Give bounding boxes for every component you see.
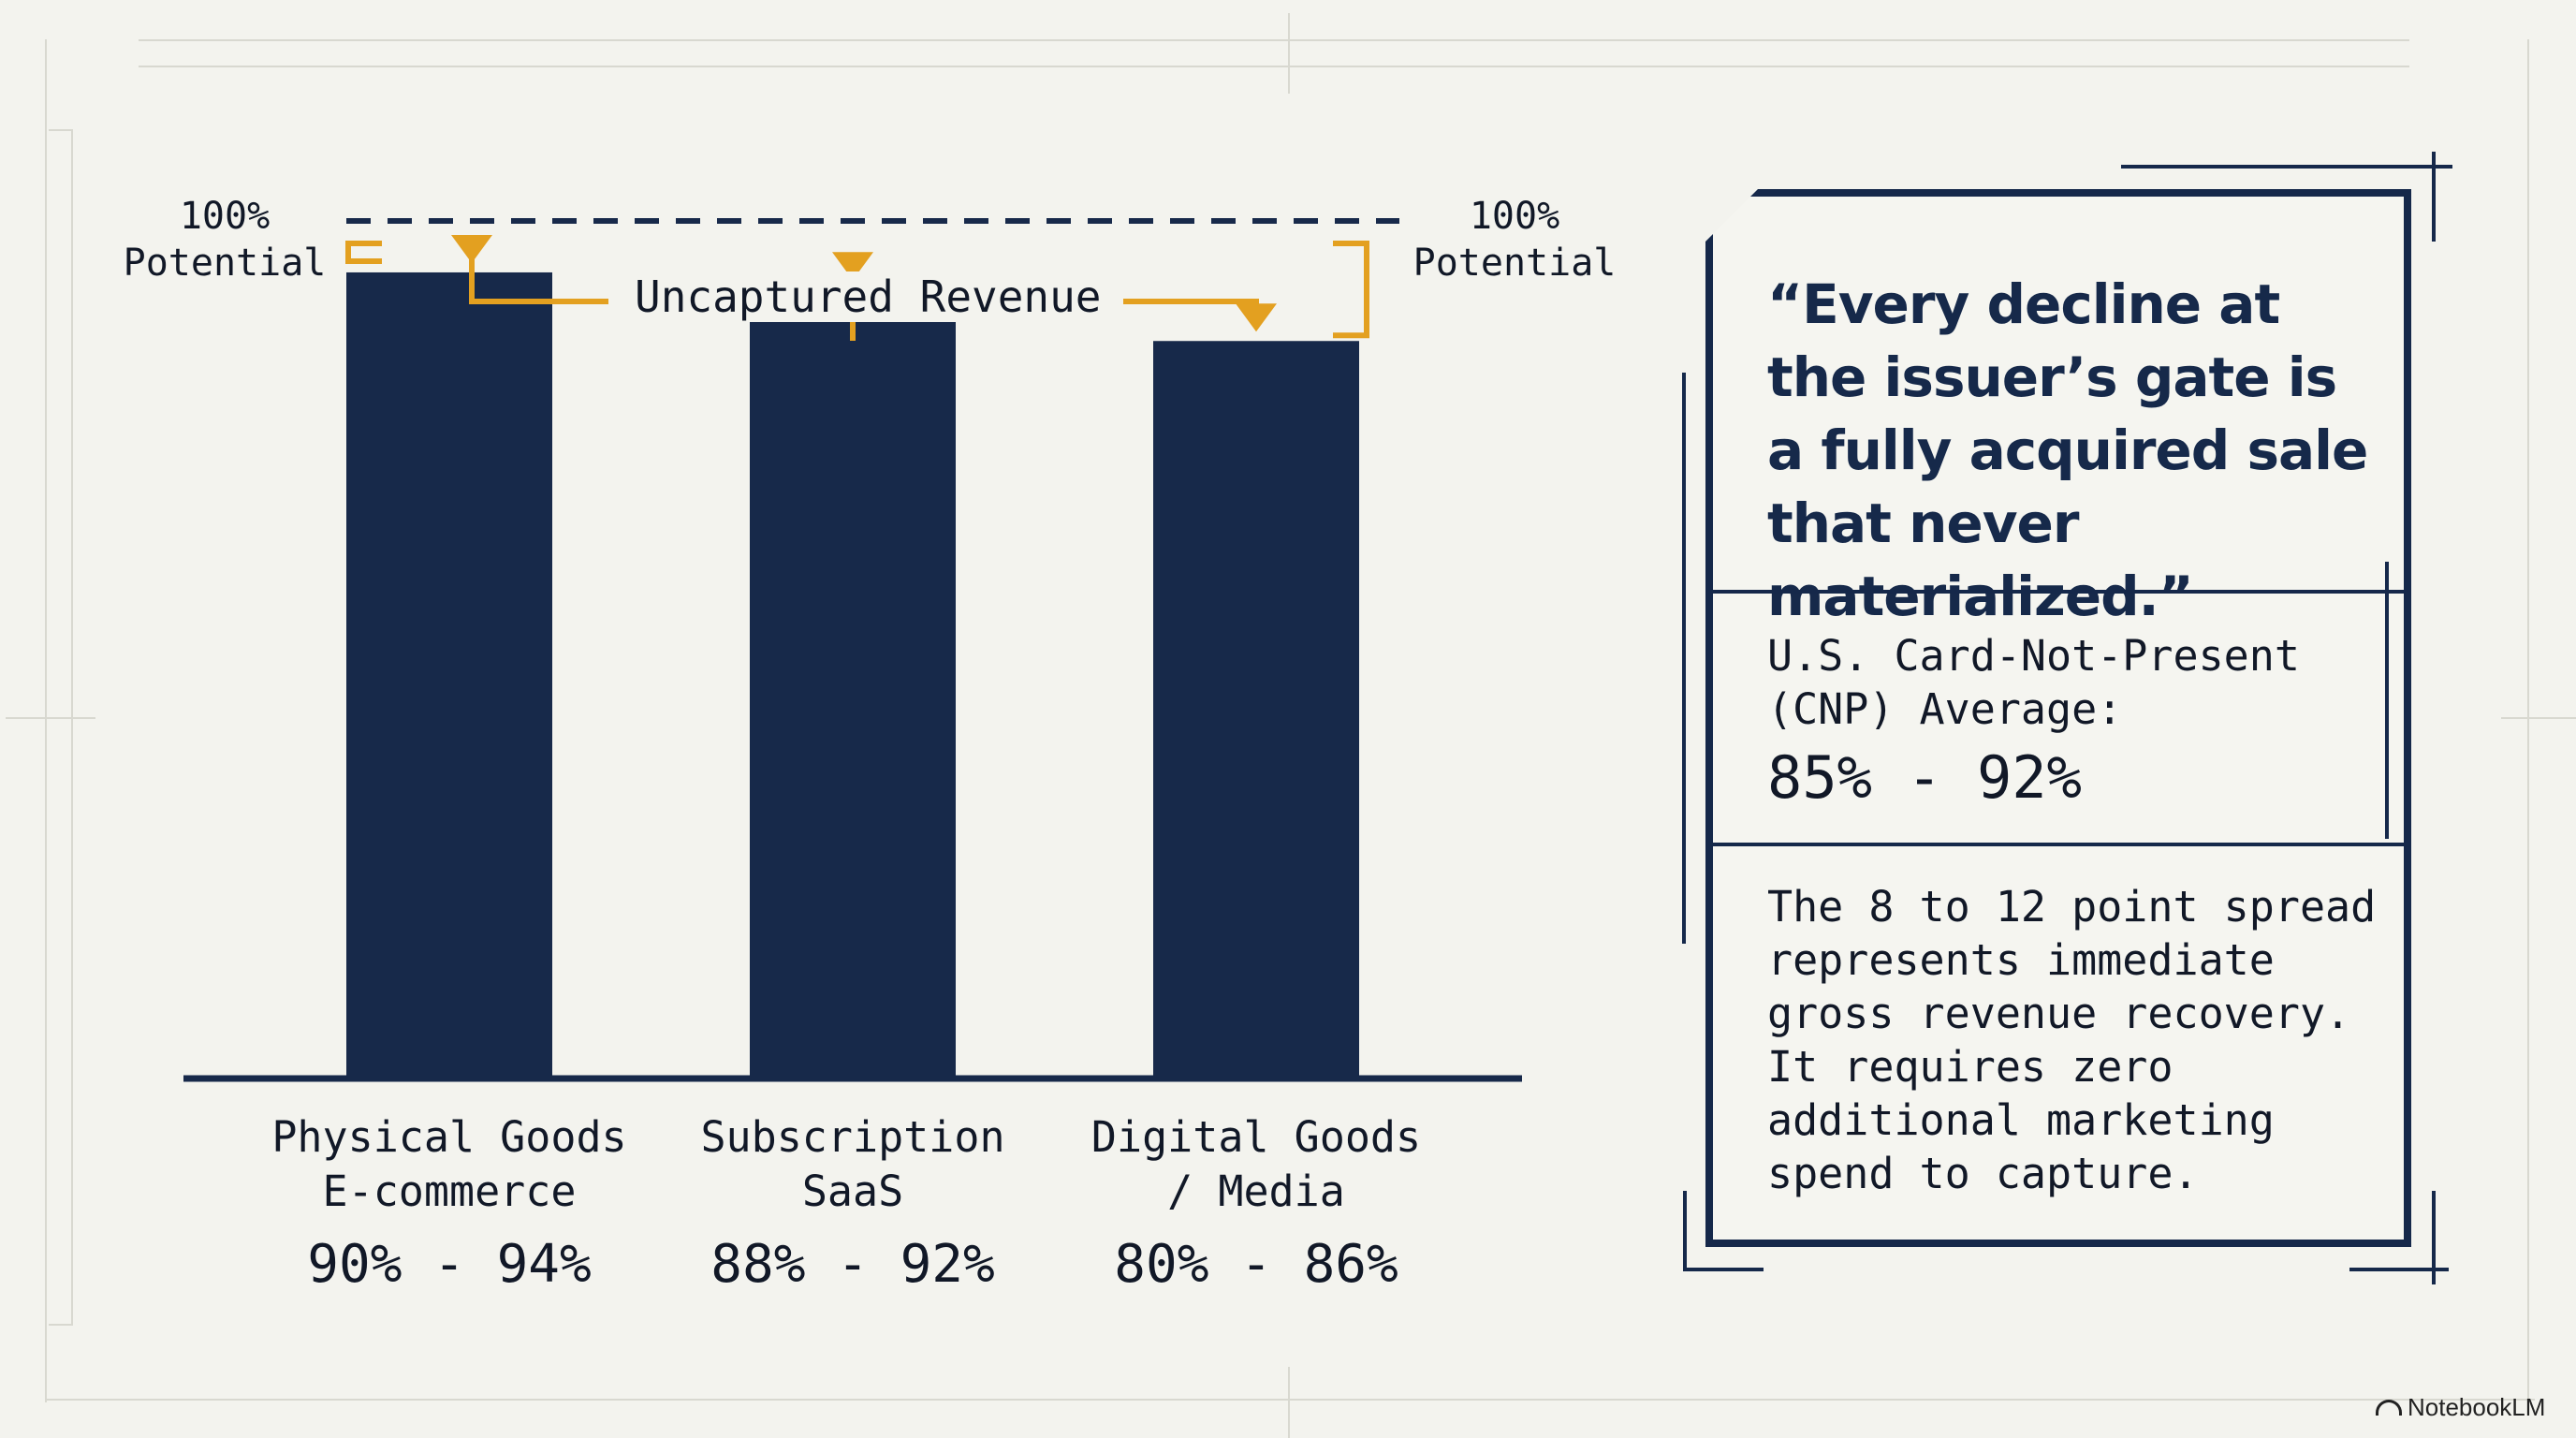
frame-left-bracket xyxy=(49,129,73,131)
category-label-1-line-1: SaaS xyxy=(801,1167,904,1216)
arrow-head-1 xyxy=(832,252,873,281)
panel-quote: “Every decline at the issuer’s gate is a… xyxy=(1767,272,2368,628)
frame-right xyxy=(2527,39,2529,1402)
range-label-2: 80% - 86% xyxy=(1114,1234,1398,1295)
bar-2 xyxy=(1153,341,1359,1078)
frame-vertical-center-bottom xyxy=(1288,1367,1290,1438)
arrow-head-2 xyxy=(1236,303,1277,332)
frame-top xyxy=(139,39,2409,41)
category-label-2-line-0: Digital Goods xyxy=(1090,1112,1422,1162)
panel-bottom-left-rule xyxy=(1683,1268,1764,1271)
frame-bottom xyxy=(45,1399,2535,1401)
frame-left-bracket-v xyxy=(71,129,73,1326)
category-label-1-line-0: Subscription xyxy=(700,1112,1005,1162)
panel-divider-2 xyxy=(1713,843,2404,846)
panel-body-text: The 8 to 12 point spread represents imme… xyxy=(1767,882,2377,1198)
arrow-line-2 xyxy=(1123,299,1259,310)
panel-bottom-left-tick xyxy=(1683,1191,1687,1269)
panel-divider-1 xyxy=(1713,590,2404,594)
cnp-average-label: U.S. Card-Not-Present (CNP) Average: xyxy=(1767,631,2300,734)
category-label-2: Digital Goods / Media xyxy=(1069,1110,1443,1219)
frame-right-tick xyxy=(2501,717,2576,719)
bar-0 xyxy=(346,271,552,1079)
potential-percent-right: 100% xyxy=(1469,195,1560,238)
panel-side-bar xyxy=(2385,562,2389,839)
potential-label-right: 100% Potential xyxy=(1402,193,1627,286)
arrow-head-0 xyxy=(451,234,492,263)
uncaptured-revenue-label: Uncaptured Revenue xyxy=(618,271,1119,322)
panel-top-rule xyxy=(2121,165,2452,169)
panel-top-tick xyxy=(2432,152,2436,242)
insight-panel: “Every decline at the issuer’s gate is a… xyxy=(1705,189,2411,1247)
frame-vertical-center xyxy=(1288,13,1290,94)
panel-bottom-rule xyxy=(2349,1268,2449,1271)
cnp-average-value: 85% - 92% xyxy=(1767,743,2082,812)
category-label-0-line-1: E-commerce xyxy=(322,1167,577,1216)
brand-name: NotebookLM xyxy=(2408,1393,2546,1421)
range-label-1: 88% - 92% xyxy=(710,1234,995,1295)
range-label-0: 90% - 94% xyxy=(307,1234,592,1295)
panel-bottom-tick xyxy=(2432,1191,2436,1284)
panel-left-rule xyxy=(1682,373,1686,944)
frame-left-bracket-b xyxy=(49,1324,73,1326)
category-label-0-line-0: Physical Goods xyxy=(271,1112,627,1162)
potential-word-right: Potential xyxy=(1412,242,1617,285)
category-label-1: Subscription SaaS xyxy=(666,1110,1040,1219)
potential-label-left: 100% Potential xyxy=(112,193,337,286)
potential-word-left: Potential xyxy=(123,242,327,285)
bracket-right xyxy=(1333,241,1369,339)
category-label-2-line-1: / Media xyxy=(1167,1167,1345,1216)
bracket-left xyxy=(345,241,382,264)
frame-top-inner xyxy=(139,66,2409,67)
potential-percent-left: 100% xyxy=(179,195,271,238)
category-label-0: Physical Goods E-commerce xyxy=(262,1110,637,1219)
brand-badge: NotebookLM xyxy=(2376,1393,2545,1422)
frame-left-tick xyxy=(6,717,95,719)
frame-left xyxy=(45,39,47,1402)
bar-1 xyxy=(750,289,956,1078)
notebooklm-logo-icon xyxy=(2376,1400,2402,1416)
